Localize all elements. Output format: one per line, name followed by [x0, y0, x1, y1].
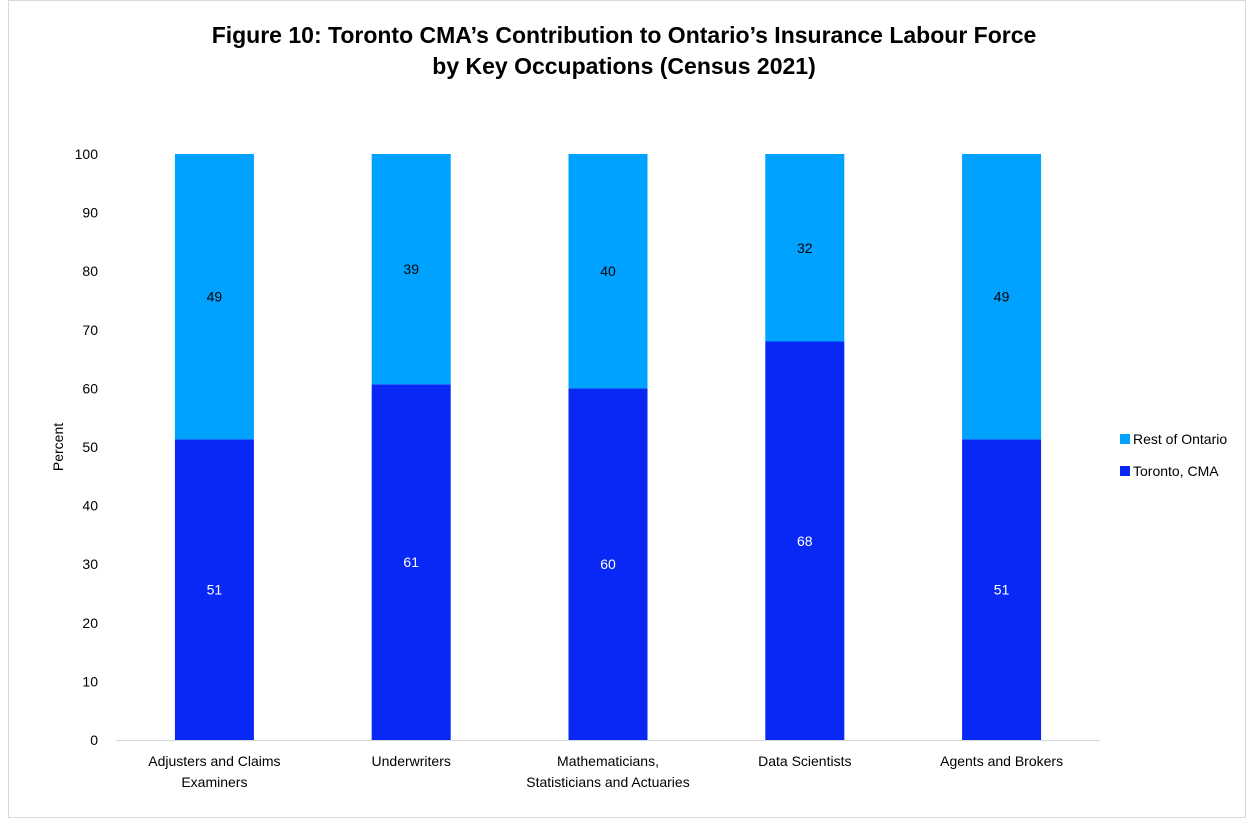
legend: Rest of Ontario Toronto, CMA [1120, 431, 1227, 479]
data-label: 51 [994, 582, 1010, 598]
data-label: 60 [600, 556, 616, 572]
data-label: 32 [797, 240, 813, 256]
y-tick-label: 40 [82, 498, 98, 514]
y-tick-label: 50 [82, 439, 98, 455]
legend-label: Rest of Ontario [1133, 431, 1227, 447]
x-tick-label: Underwriters [372, 753, 451, 769]
data-label: 68 [797, 533, 813, 549]
bar-rest-of-ontario [765, 154, 845, 342]
y-tick-label: 60 [82, 380, 98, 396]
bar-toronto [174, 439, 254, 740]
x-tick-label: Mathematicians, [557, 753, 659, 769]
data-labels: 51 49 61 39 60 40 68 32 51 49 [207, 240, 1010, 598]
bars [174, 154, 1042, 740]
data-label: 51 [207, 582, 223, 598]
legend-swatch [1120, 466, 1130, 476]
axes: 0 10 20 30 40 50 60 70 80 90 100 Percent Adjusters a… [50, 146, 1100, 790]
y-tick-label: 30 [82, 556, 98, 572]
y-tick-label: 100 [75, 146, 99, 162]
x-tick-label: Data Scientists [758, 753, 851, 769]
chart-title: Figure 10: Toronto CMA’s Contribution to… [0, 20, 1248, 82]
x-tick-label: Adjusters and Claims [148, 753, 280, 769]
data-label: 49 [994, 289, 1010, 305]
data-label: 39 [403, 261, 419, 277]
y-tick-label: 0 [90, 732, 98, 748]
y-axis-label: Percent [50, 423, 66, 471]
y-tick-label: 10 [82, 673, 98, 689]
legend-swatch [1120, 434, 1130, 444]
x-tick-label: Agents and Brokers [940, 753, 1063, 769]
bar-rest-of-ontario [371, 154, 451, 385]
bar-toronto [962, 439, 1042, 740]
bar-rest-of-ontario [962, 154, 1042, 440]
data-label: 61 [403, 554, 419, 570]
bar-toronto [765, 341, 845, 740]
data-label: 40 [600, 263, 616, 279]
bar-toronto [371, 384, 451, 740]
y-tick-label: 80 [82, 263, 98, 279]
data-label: 49 [207, 289, 223, 305]
bar-rest-of-ontario [568, 154, 648, 389]
chart-title-line-1: Figure 10: Toronto CMA’s Contribution to… [211, 22, 1037, 48]
bar-toronto [568, 388, 648, 740]
chart-title-line-2: by Key Occupations (Census 2021) [432, 53, 816, 79]
x-tick-label: Examiners [181, 774, 247, 790]
bar-rest-of-ontario [174, 154, 254, 440]
y-tick-label: 90 [82, 205, 98, 221]
y-tick-label: 20 [82, 615, 98, 631]
y-tick-label: 70 [82, 322, 98, 338]
x-tick-label: Statisticians and Actuaries [526, 774, 689, 790]
legend-label: Toronto, CMA [1133, 463, 1219, 479]
